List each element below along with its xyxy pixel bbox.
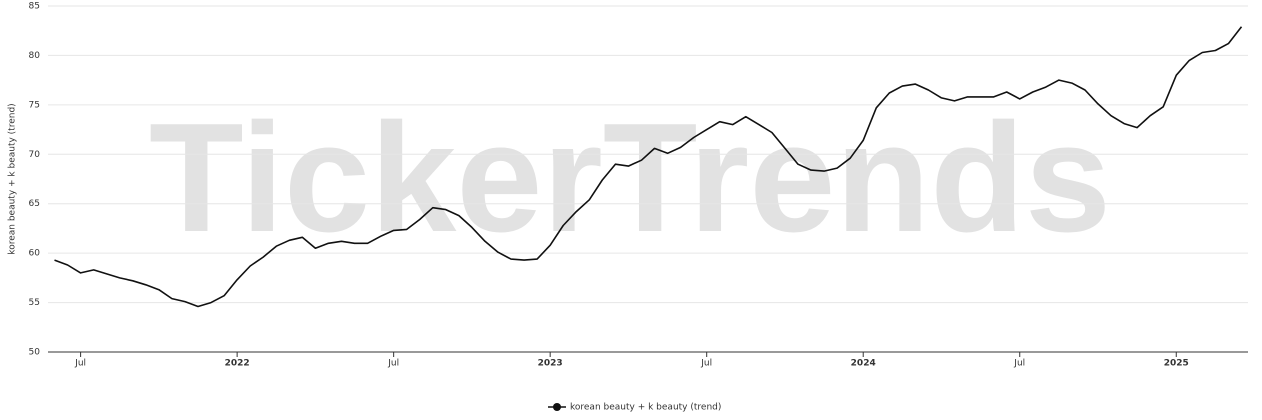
line-series	[54, 26, 1243, 308]
y-tick-label: 65	[29, 199, 40, 209]
x-tick-label: Jul	[700, 359, 712, 369]
y-tick-label: 80	[29, 51, 41, 61]
y-tick-label: 60	[29, 249, 41, 259]
x-tick-label: Jul	[1013, 359, 1025, 369]
x-tick-label: Jul	[387, 359, 399, 369]
watermark: TickerTrends	[149, 91, 1111, 264]
x-tick-label: 2025	[1164, 359, 1189, 369]
x-tick-label: 2023	[538, 359, 563, 369]
y-tick-label: 70	[29, 150, 41, 160]
x-tick-label: Jul	[74, 359, 86, 369]
y-tick-label: 55	[29, 298, 40, 308]
y-tick-label: 85	[29, 2, 40, 12]
y-axis-label: korean beauty + k beauty (trend)	[8, 103, 18, 254]
legend-marker	[553, 403, 561, 411]
y-tick-label: 75	[29, 100, 40, 110]
y-tick-label: 50	[29, 348, 41, 358]
x-tick-label: 2022	[225, 359, 250, 369]
x-tick-label: 2024	[851, 359, 876, 369]
legend-label: korean beauty + k beauty (trend)	[570, 403, 721, 413]
